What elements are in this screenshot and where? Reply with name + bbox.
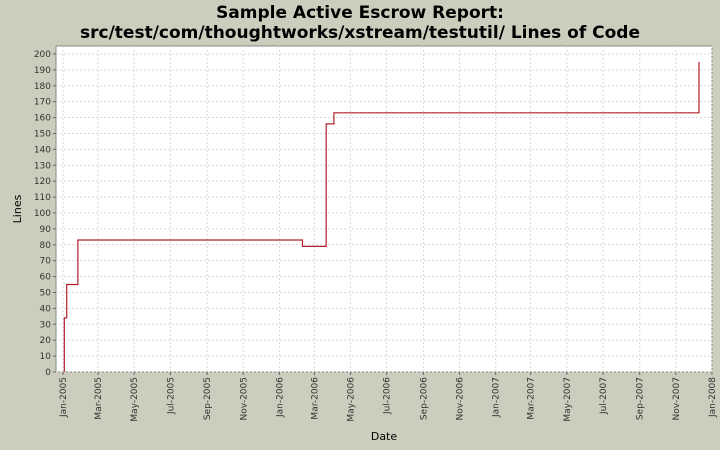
x-tick-label: Sep-2007 xyxy=(636,377,646,420)
y-tick-label: 150 xyxy=(34,129,51,139)
y-tick-label: 40 xyxy=(40,304,52,314)
x-tick-label: Jan-2008 xyxy=(708,377,718,418)
x-tick-label: Mar-2005 xyxy=(94,377,104,420)
y-tick-label: 170 xyxy=(34,98,51,108)
x-tick-label: Mar-2006 xyxy=(310,377,320,420)
y-tick-label: 90 xyxy=(40,225,52,235)
y-tick-label: 110 xyxy=(34,193,51,203)
y-tick-label: 50 xyxy=(40,288,52,298)
x-tick-label: Nov-2007 xyxy=(672,377,682,420)
y-tick-label: 190 xyxy=(34,66,51,76)
grid-lines xyxy=(56,46,713,373)
y-tick-label: 160 xyxy=(34,114,51,124)
chart-title-line-1: Sample Active Escrow Report: xyxy=(216,3,504,23)
y-tick-label: 180 xyxy=(34,82,51,92)
x-tick-label: May-2007 xyxy=(563,377,573,422)
x-tick-label: Jan-2006 xyxy=(275,377,285,418)
y-tick-label: 30 xyxy=(40,320,52,330)
x-tick-label: Jul-2007 xyxy=(599,377,609,415)
series-line xyxy=(63,61,700,372)
y-tick-label: 0 xyxy=(45,368,51,378)
x-tick-label: Mar-2007 xyxy=(527,377,537,420)
plot-area xyxy=(55,45,713,373)
x-axis-ticks: Jan-2005 Mar-2005 May-2005 Jul-2005 Sep-2005… xyxy=(59,372,718,422)
x-tick-label: Jan-2007 xyxy=(492,377,502,418)
y-tick-label: 130 xyxy=(34,161,51,171)
x-tick-label: Sep-2005 xyxy=(203,377,213,420)
x-tick-label: Jul-2006 xyxy=(383,377,393,415)
series-group xyxy=(63,61,700,372)
y-tick-label: 80 xyxy=(40,241,52,251)
x-tick-label: Nov-2006 xyxy=(456,377,466,421)
x-tick-label: Jan-2005 xyxy=(59,377,69,418)
x-tick-label: May-2005 xyxy=(130,377,140,422)
x-tick-label: Jul-2005 xyxy=(166,377,176,415)
x-tick-label: Nov-2005 xyxy=(239,377,249,420)
y-tick-label: 70 xyxy=(40,257,52,267)
y-tick-label: 200 xyxy=(34,50,51,60)
y-tick-label: 60 xyxy=(40,273,52,283)
y-axis-ticks: 0 10 20 30 40 50 60 70 80 90 100 110 120 130 140 150 160… xyxy=(34,50,56,378)
x-tick-label: Sep-2006 xyxy=(419,377,429,420)
y-tick-label: 100 xyxy=(34,209,51,219)
y-tick-label: 20 xyxy=(40,336,52,346)
chart-title-line-2: src/test/com/thoughtworks/xstream/testut… xyxy=(80,23,640,43)
x-axis-label: Date xyxy=(371,430,398,443)
y-tick-label: 140 xyxy=(34,145,51,155)
y-tick-label: 120 xyxy=(34,177,51,187)
y-tick-label: 10 xyxy=(40,352,52,362)
x-tick-label: May-2006 xyxy=(347,377,357,422)
y-axis-label: Lines xyxy=(11,194,24,223)
